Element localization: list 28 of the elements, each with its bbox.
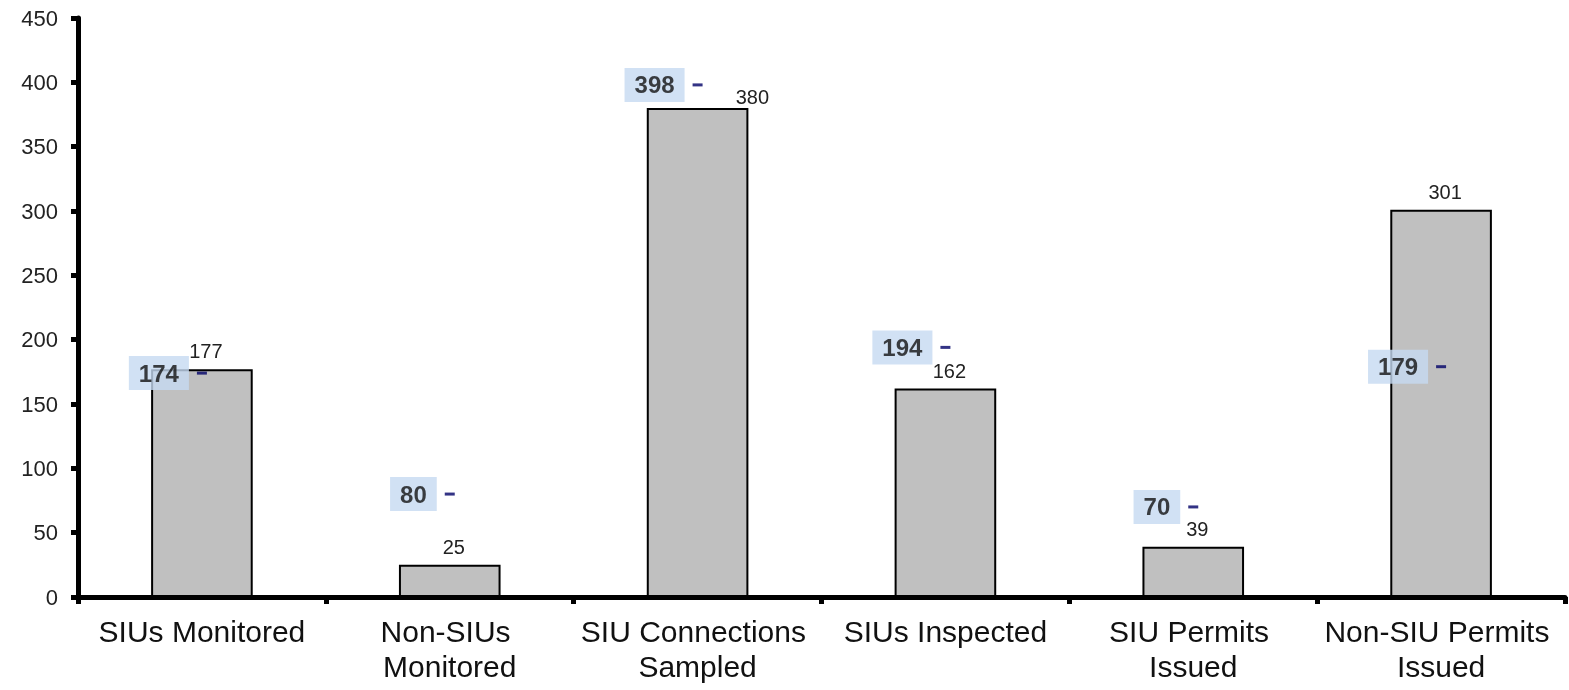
y-tick-label: 350 [21, 134, 58, 160]
x-tick-label: SIU Permits Issued [1109, 615, 1278, 683]
data-label: 301 [1428, 180, 1462, 203]
x-tick-label: SIUs Inspected [843, 615, 1048, 648]
data-label: 179 [1378, 353, 1419, 381]
data-label: 380 [735, 86, 770, 109]
y-tick-label: 300 [21, 198, 58, 224]
data-label: 174 [138, 359, 180, 387]
x-tick-label: SIUs Monitored [98, 615, 306, 648]
data-label: 194 [882, 333, 924, 361]
data-label: 398 [634, 71, 675, 99]
y-tick-label: 100 [21, 455, 58, 481]
y-tick-label: 150 [21, 391, 58, 417]
y-tick-label: 450 [21, 5, 58, 31]
data-label: 39 [1186, 517, 1209, 540]
data-label: 177 [189, 340, 223, 363]
x-tick-label: Non-SIUs Monitored [380, 615, 519, 683]
y-tick-label: 0 [45, 584, 58, 610]
y-tick-label: 250 [21, 262, 58, 288]
y-tick-label: 400 [21, 69, 58, 95]
y-tick-label: 200 [21, 327, 58, 353]
data-label: 162 [932, 359, 967, 382]
x-tick-label: Non-SIU Permits Issued [1324, 615, 1558, 683]
y-tick-label: 50 [33, 520, 58, 546]
x-tick-label: SIU Connections Sampled [580, 615, 815, 683]
data-label: 70 [1143, 493, 1171, 521]
data-label: 80 [400, 480, 427, 508]
data-label: 25 [442, 535, 465, 558]
